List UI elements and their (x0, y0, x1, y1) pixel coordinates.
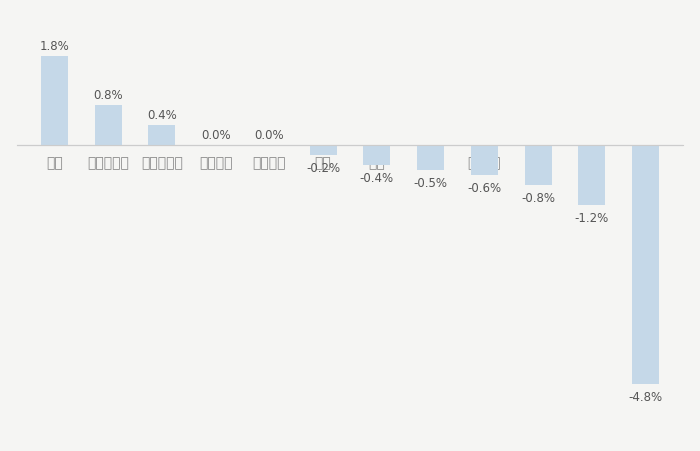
Text: -0.2%: -0.2% (306, 162, 340, 175)
Text: -1.2%: -1.2% (575, 212, 609, 225)
Bar (632, 146, 659, 385)
Text: -0.4%: -0.4% (360, 172, 394, 185)
Text: 0.0%: 0.0% (255, 129, 284, 142)
Bar (94, 106, 122, 146)
Bar (148, 126, 175, 146)
Text: 0.0%: 0.0% (201, 129, 230, 142)
Bar (363, 146, 391, 166)
Text: -4.8%: -4.8% (629, 391, 663, 404)
Bar (417, 146, 444, 171)
Text: -0.5%: -0.5% (414, 177, 447, 190)
Bar (578, 146, 606, 206)
Text: 0.4%: 0.4% (147, 109, 176, 122)
Text: -0.6%: -0.6% (468, 182, 501, 195)
Text: -0.8%: -0.8% (522, 192, 555, 205)
Text: 0.8%: 0.8% (93, 89, 123, 102)
Bar (471, 146, 498, 176)
Bar (525, 146, 552, 186)
Text: 1.8%: 1.8% (39, 40, 69, 52)
Bar (309, 146, 337, 156)
Bar (41, 56, 68, 146)
